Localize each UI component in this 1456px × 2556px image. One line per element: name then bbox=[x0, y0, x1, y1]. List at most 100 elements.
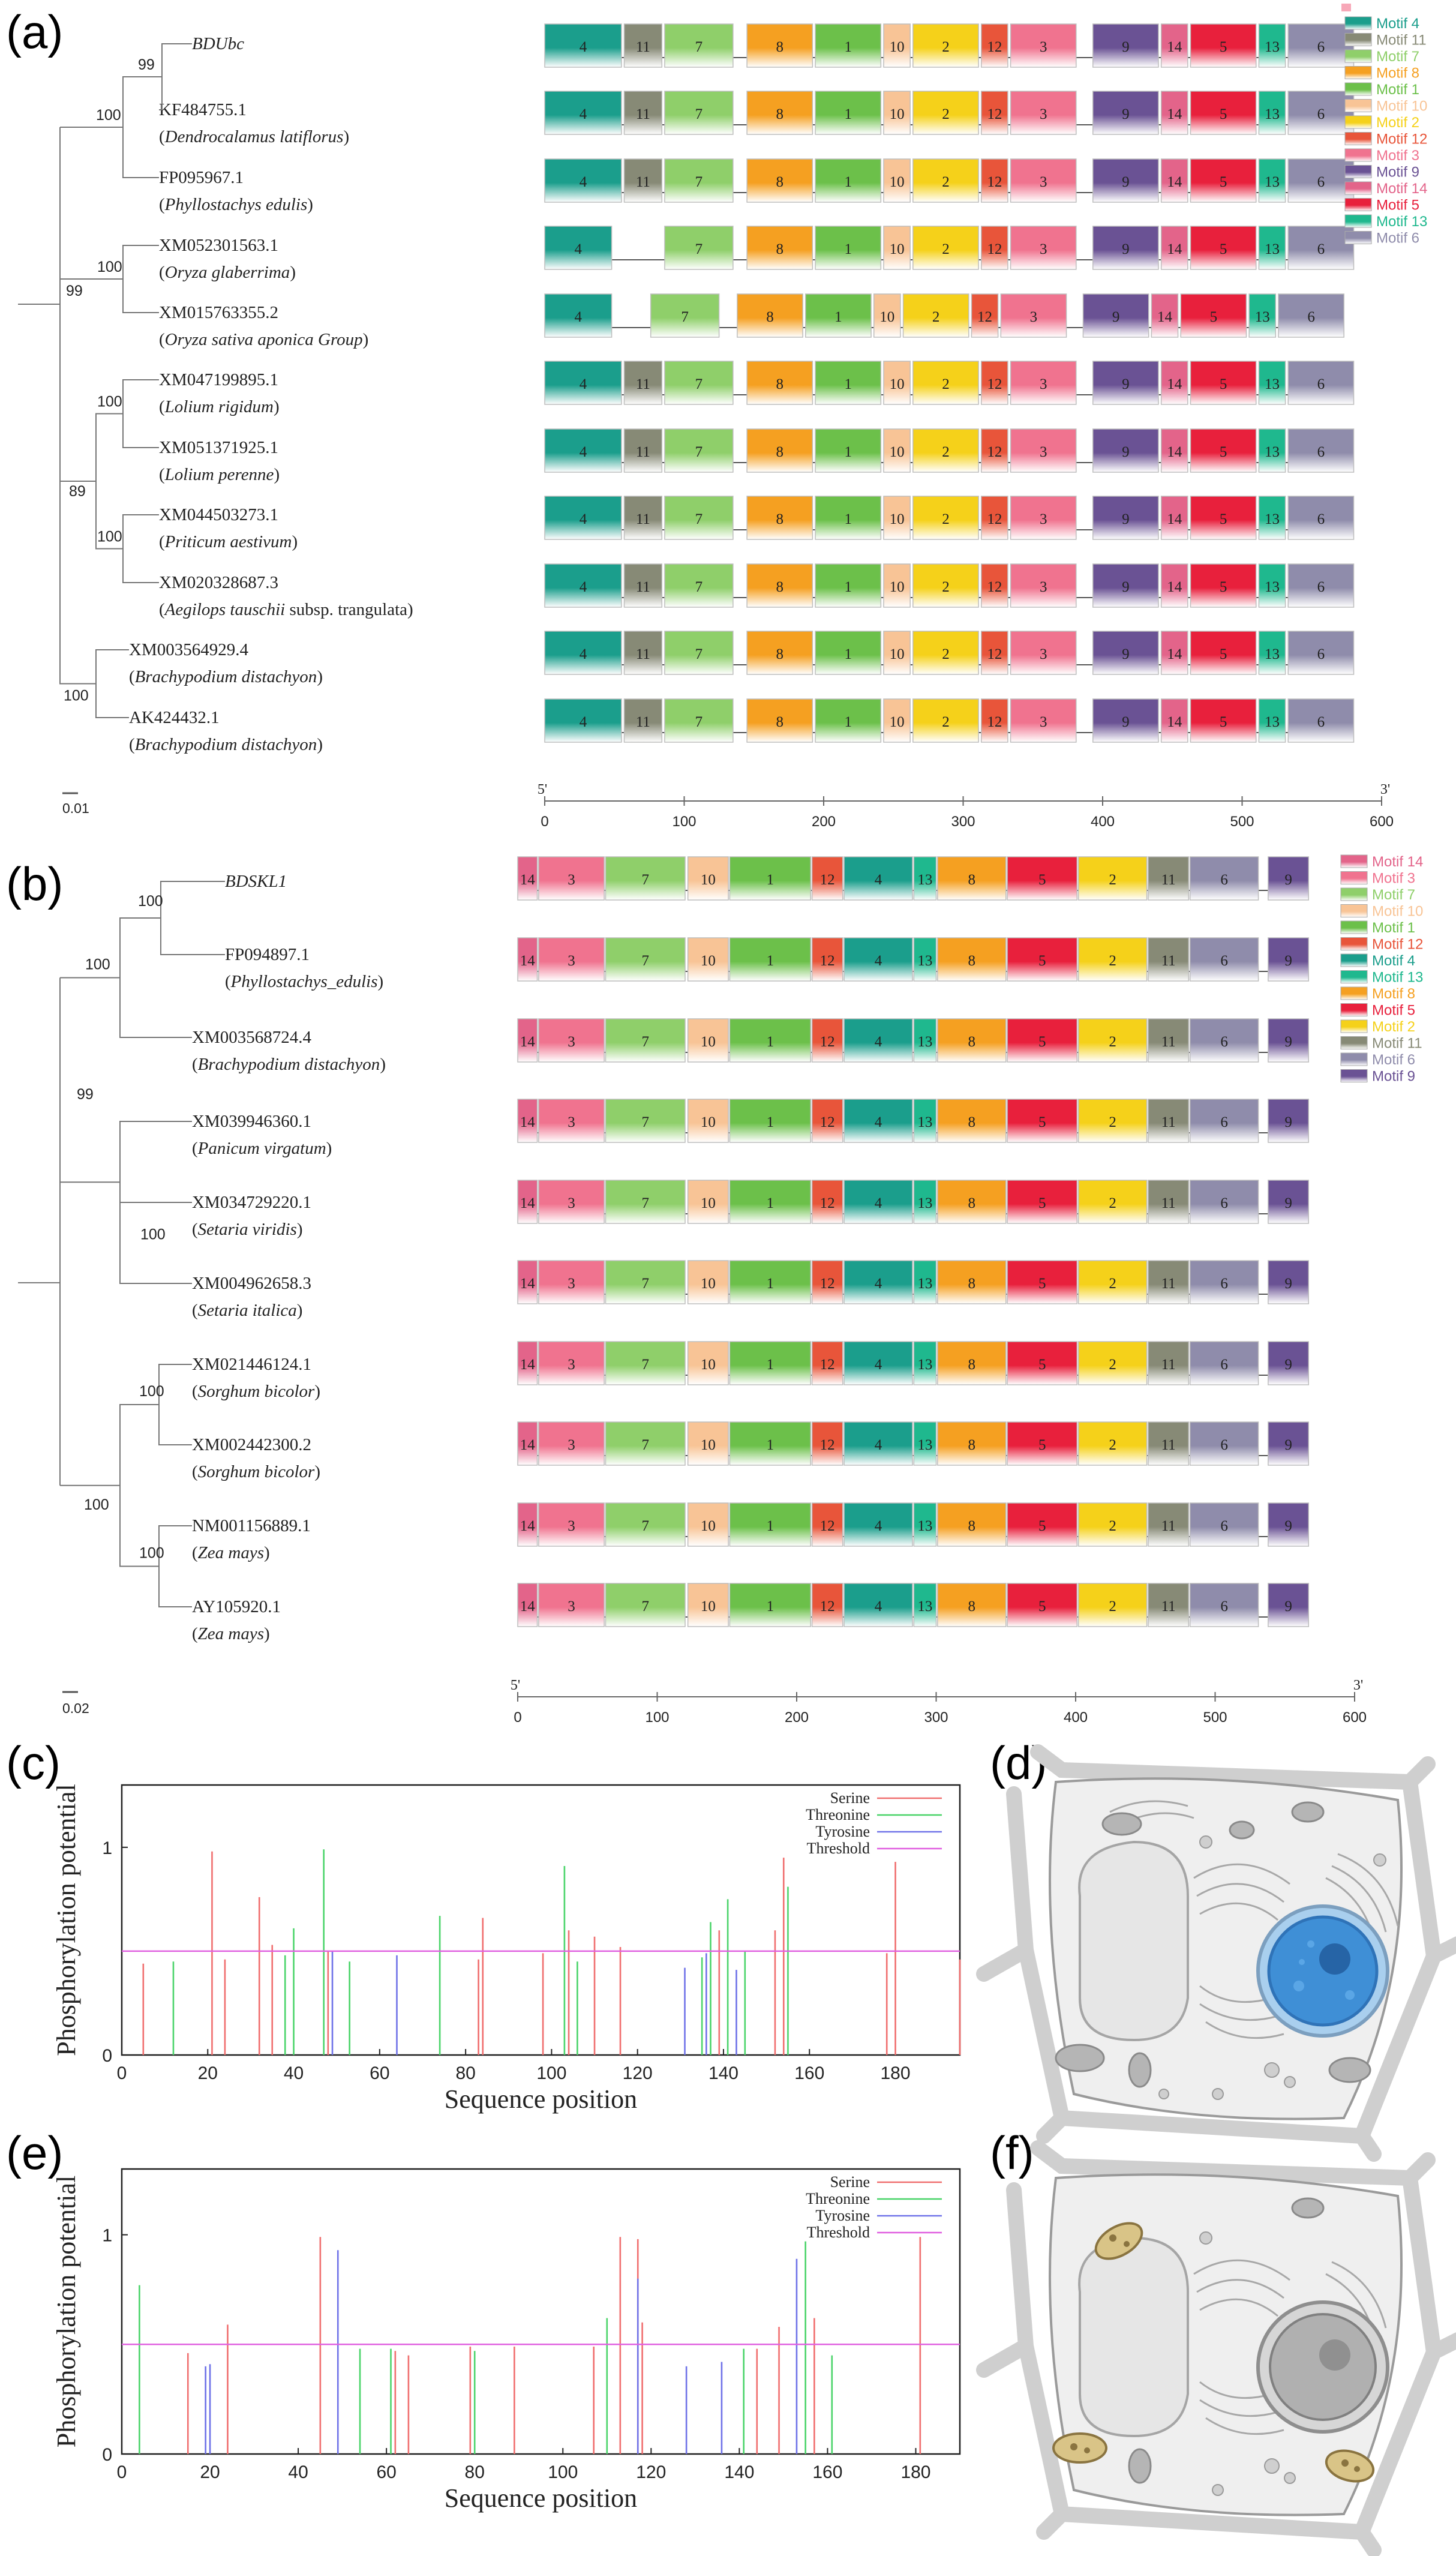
motif-box-11 bbox=[1148, 1018, 1190, 1063]
motif-box-14 bbox=[517, 1180, 538, 1224]
motif-box-2 bbox=[1077, 1180, 1148, 1224]
motif-label-2: 2 bbox=[932, 309, 940, 325]
motif-label-14: 14 bbox=[520, 1195, 536, 1211]
tree-branch bbox=[160, 881, 225, 955]
motif-label-6: 6 bbox=[1307, 309, 1315, 325]
motif-label-4: 4 bbox=[580, 174, 587, 190]
motif-box-6 bbox=[1189, 1180, 1259, 1224]
motif-box-6 bbox=[1287, 698, 1355, 743]
axis-tick-label: 600 bbox=[1370, 814, 1394, 830]
motif-label-8: 8 bbox=[968, 1034, 976, 1050]
axis-tick-label: 300 bbox=[951, 814, 975, 830]
motif-label-14: 14 bbox=[1157, 309, 1173, 325]
motif-box-3 bbox=[1010, 563, 1077, 608]
axis-tick-label: 600 bbox=[1343, 1709, 1367, 1726]
motif-box-13 bbox=[1248, 293, 1277, 338]
motif-label-3: 3 bbox=[568, 1034, 575, 1050]
motif-label-12: 12 bbox=[820, 1518, 835, 1534]
motif-label-8: 8 bbox=[968, 1195, 976, 1211]
taxon-b-6-id: XM004962658.3 bbox=[192, 1274, 311, 1293]
motif-label-9: 9 bbox=[1284, 1437, 1292, 1453]
motif-label-14: 14 bbox=[520, 1357, 536, 1373]
tree-branch bbox=[59, 203, 96, 482]
motif-box-14 bbox=[1160, 226, 1188, 270]
motif-label-5: 5 bbox=[1038, 953, 1046, 969]
motif-label-13: 13 bbox=[1265, 714, 1280, 730]
motif-box-11 bbox=[623, 631, 663, 675]
motif-label-8: 8 bbox=[776, 511, 784, 527]
motif-label-1: 1 bbox=[767, 1034, 774, 1050]
chart-e-xtick-label: 160 bbox=[812, 2462, 842, 2482]
taxon-a-4-id: XM052301563.1 bbox=[159, 236, 278, 255]
legend-swatch-motif-1 bbox=[1344, 82, 1372, 96]
legend-swatch-motif-6 bbox=[1344, 231, 1372, 244]
motif-label-9: 9 bbox=[1122, 444, 1130, 460]
motif-label-12: 12 bbox=[820, 872, 835, 888]
chart-c-legend-serine: Serine bbox=[830, 1789, 870, 1807]
chart-e-legend-tyrosine: Tyrosine bbox=[815, 2207, 870, 2224]
motif-label-13: 13 bbox=[1255, 309, 1270, 325]
motif-label-9: 9 bbox=[1122, 174, 1130, 190]
motif-label-10: 10 bbox=[890, 511, 905, 527]
motif-label-10: 10 bbox=[701, 1598, 716, 1615]
motif-box-8 bbox=[937, 1502, 1007, 1547]
motif-box-13 bbox=[1258, 361, 1286, 405]
motif-label-9: 9 bbox=[1284, 872, 1292, 888]
motif-label-2: 2 bbox=[1109, 1034, 1116, 1050]
bootstrap-a-4: 100 bbox=[97, 259, 122, 275]
motif-label-3: 3 bbox=[1040, 714, 1047, 730]
tree-branch bbox=[119, 917, 192, 1038]
legend-swatch-motif-3 bbox=[1344, 148, 1372, 162]
taxon-a-6-id: XM047199895.1 bbox=[159, 370, 278, 389]
motif-box-10 bbox=[873, 293, 901, 338]
motif-box-7 bbox=[664, 158, 734, 203]
chart-c-xtick-label: 60 bbox=[370, 2063, 389, 2083]
taxon-a-1-id: BDUbc bbox=[192, 34, 244, 53]
motif-label-13: 13 bbox=[1265, 174, 1280, 190]
motif-box-9 bbox=[1268, 1260, 1310, 1304]
motif-box-5 bbox=[1190, 631, 1257, 675]
motif-label-11: 11 bbox=[636, 444, 650, 460]
taxon-a-11-species: (Brachypodium distachyon) bbox=[129, 735, 323, 754]
motif-label-13: 13 bbox=[917, 1034, 932, 1050]
motif-box-3 bbox=[1010, 23, 1077, 68]
axis-three-prime: 3' bbox=[1353, 1678, 1363, 1693]
motif-box-14 bbox=[1160, 698, 1188, 743]
motif-box-1 bbox=[815, 361, 882, 405]
motif-label-12: 12 bbox=[987, 714, 1002, 730]
motif-box-5 bbox=[1007, 1260, 1078, 1304]
motif-box-3 bbox=[1000, 293, 1067, 338]
motif-label-12: 12 bbox=[820, 953, 835, 969]
scale-label-a: 0.01 bbox=[62, 800, 89, 816]
motif-label-4: 4 bbox=[875, 1195, 882, 1211]
chart-c-xtick-label: 120 bbox=[623, 2063, 653, 2083]
motif-label-14: 14 bbox=[520, 953, 536, 969]
motif-box-7 bbox=[664, 226, 734, 270]
motif-label-11: 11 bbox=[636, 376, 650, 392]
motif-box-7 bbox=[664, 23, 734, 68]
taxon-b-8-id: XM002442300.2 bbox=[192, 1435, 311, 1454]
motif-box-10 bbox=[883, 158, 911, 203]
legend-swatch-motif-9 bbox=[1340, 1069, 1368, 1082]
motif-label-6: 6 bbox=[1317, 241, 1325, 257]
bootstrap-a-8: 100 bbox=[64, 688, 89, 704]
tree-branch bbox=[122, 245, 159, 313]
legend-label-motif-2: Motif 2 bbox=[1376, 115, 1419, 131]
motif-label-12: 12 bbox=[820, 1195, 835, 1211]
motif-label-13: 13 bbox=[917, 1276, 932, 1292]
motif-box-5 bbox=[1190, 23, 1257, 68]
taxon-b-6-species: (Setaria italica) bbox=[192, 1301, 302, 1320]
motif-box-2 bbox=[912, 563, 979, 608]
bootstrap-b-1: 100 bbox=[138, 893, 163, 910]
motif-label-6: 6 bbox=[1317, 511, 1325, 527]
motif-label-4: 4 bbox=[575, 309, 583, 325]
motif-label-2: 2 bbox=[942, 174, 950, 190]
motif-box-6 bbox=[1189, 1583, 1259, 1627]
motif-box-4 bbox=[544, 496, 622, 540]
motif-box-4 bbox=[843, 1180, 913, 1224]
motif-box-5 bbox=[1190, 91, 1257, 135]
motif-label-12: 12 bbox=[977, 309, 992, 325]
motif-box-8 bbox=[746, 428, 813, 473]
motif-box-7 bbox=[605, 1260, 686, 1304]
tree-branch bbox=[158, 1364, 192, 1445]
